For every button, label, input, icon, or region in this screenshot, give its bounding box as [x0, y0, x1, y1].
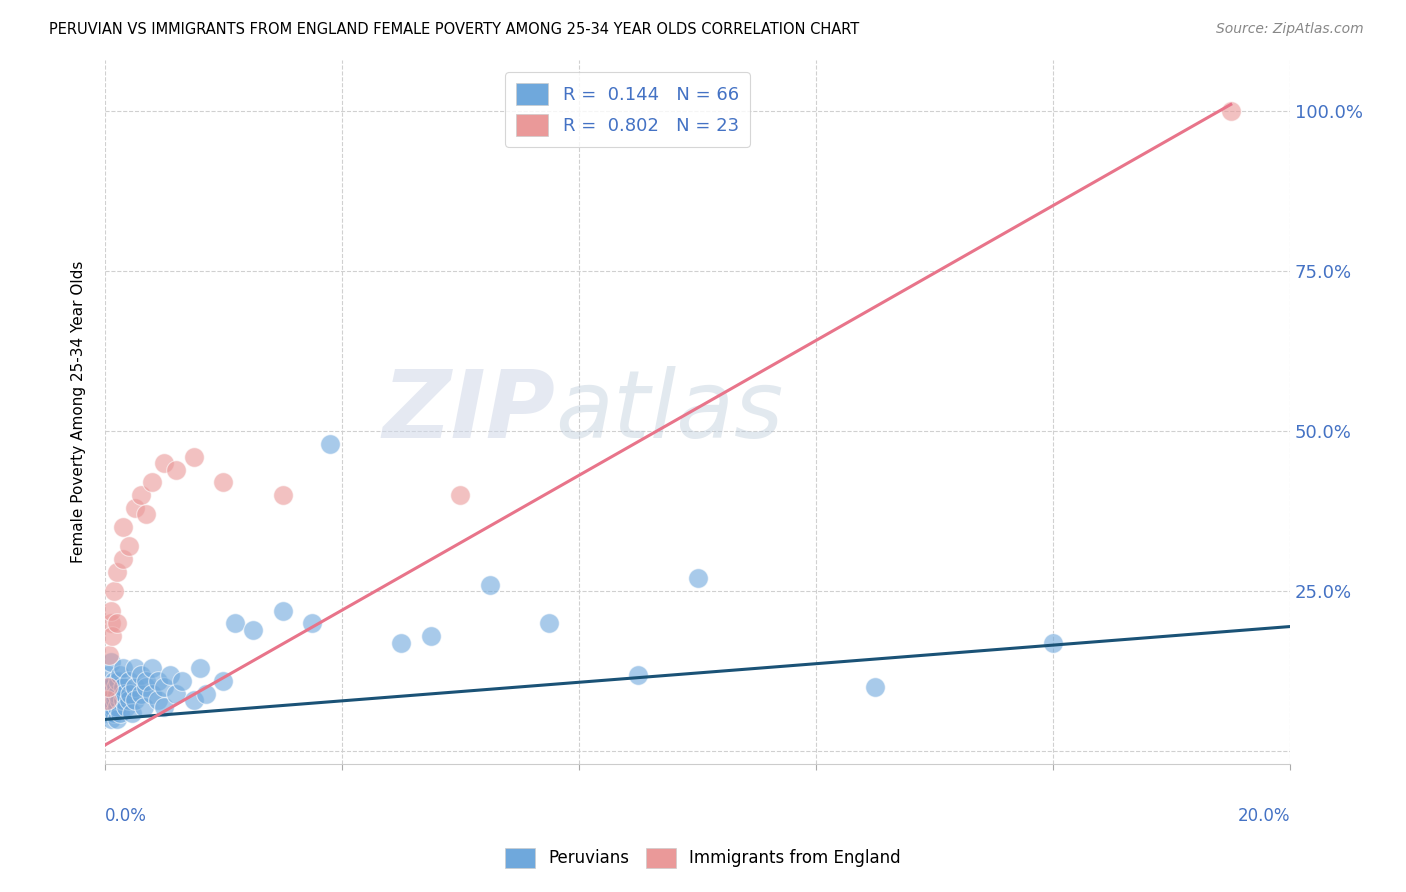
Point	[479, 578, 502, 592]
Point	[103, 687, 125, 701]
Point	[97, 706, 120, 720]
Point	[98, 699, 121, 714]
Point	[121, 706, 143, 720]
Point	[135, 508, 157, 522]
Point	[419, 629, 441, 643]
Point	[98, 648, 121, 663]
Point	[141, 475, 163, 490]
Point	[301, 616, 323, 631]
Y-axis label: Female Poverty Among 25-34 Year Olds: Female Poverty Among 25-34 Year Olds	[72, 260, 86, 563]
Point	[118, 693, 141, 707]
Point	[124, 693, 146, 707]
Point	[101, 629, 124, 643]
Point	[450, 488, 472, 502]
Point	[98, 687, 121, 701]
Point	[389, 635, 412, 649]
Point	[111, 693, 134, 707]
Point	[271, 488, 294, 502]
Point	[188, 661, 211, 675]
Point	[224, 616, 246, 631]
Point	[124, 661, 146, 675]
Text: PERUVIAN VS IMMIGRANTS FROM ENGLAND FEMALE POVERTY AMONG 25-34 YEAR OLDS CORRELA: PERUVIAN VS IMMIGRANTS FROM ENGLAND FEMA…	[49, 22, 859, 37]
Point	[105, 565, 128, 579]
Point	[118, 687, 141, 701]
Point	[124, 681, 146, 695]
Point	[96, 693, 118, 707]
Point	[212, 475, 235, 490]
Text: 20.0%: 20.0%	[1237, 806, 1291, 824]
Point	[96, 681, 118, 695]
Point	[105, 713, 128, 727]
Point	[1042, 635, 1064, 649]
Point	[111, 681, 134, 695]
Point	[101, 699, 124, 714]
Point	[112, 687, 135, 701]
Point	[103, 584, 125, 599]
Point	[865, 681, 887, 695]
Point	[183, 450, 205, 464]
Text: Source: ZipAtlas.com: Source: ZipAtlas.com	[1216, 22, 1364, 37]
Point	[100, 713, 122, 727]
Point	[103, 673, 125, 688]
Point	[686, 572, 709, 586]
Point	[148, 673, 170, 688]
Point	[538, 616, 561, 631]
Point	[1219, 103, 1241, 118]
Point	[101, 693, 124, 707]
Point	[129, 488, 152, 502]
Point	[183, 693, 205, 707]
Point	[135, 681, 157, 695]
Point	[153, 699, 176, 714]
Text: atlas: atlas	[555, 367, 783, 458]
Text: ZIP: ZIP	[382, 366, 555, 458]
Point	[118, 540, 141, 554]
Point	[104, 681, 127, 695]
Point	[135, 673, 157, 688]
Point	[242, 623, 264, 637]
Point	[212, 673, 235, 688]
Point	[100, 616, 122, 631]
Point	[97, 667, 120, 681]
Point	[148, 693, 170, 707]
Point	[108, 706, 131, 720]
Point	[165, 687, 187, 701]
Point	[100, 603, 122, 617]
Point	[100, 655, 122, 669]
Point	[194, 687, 217, 701]
Point	[111, 552, 134, 566]
Point	[111, 520, 134, 534]
Point	[114, 699, 136, 714]
Point	[271, 603, 294, 617]
Point	[105, 687, 128, 701]
Point	[100, 681, 122, 695]
Legend: R =  0.144   N = 66, R =  0.802   N = 23: R = 0.144 N = 66, R = 0.802 N = 23	[505, 72, 749, 147]
Point	[107, 693, 129, 707]
Point	[96, 693, 118, 707]
Point	[129, 687, 152, 701]
Text: 0.0%: 0.0%	[105, 806, 146, 824]
Point	[111, 661, 134, 675]
Point	[97, 681, 120, 695]
Point	[627, 667, 650, 681]
Point	[118, 673, 141, 688]
Point	[105, 699, 128, 714]
Point	[124, 501, 146, 516]
Point	[319, 437, 342, 451]
Point	[108, 667, 131, 681]
Point	[141, 661, 163, 675]
Point	[141, 687, 163, 701]
Legend: Peruvians, Immigrants from England: Peruvians, Immigrants from England	[498, 841, 908, 875]
Point	[159, 667, 181, 681]
Point	[165, 462, 187, 476]
Point	[129, 667, 152, 681]
Point	[132, 699, 155, 714]
Point	[170, 673, 193, 688]
Point	[103, 706, 125, 720]
Point	[153, 456, 176, 470]
Point	[107, 673, 129, 688]
Point	[105, 616, 128, 631]
Point	[104, 693, 127, 707]
Point	[153, 681, 176, 695]
